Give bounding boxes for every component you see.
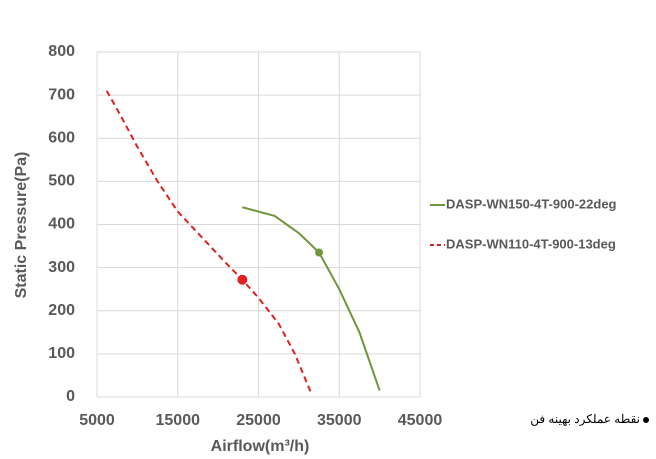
optimal-point xyxy=(315,248,324,257)
annotation: نقطه عملکرد بهینه فن xyxy=(530,412,640,426)
x-tick-label: 25000 xyxy=(236,412,281,429)
y-tick-label: 0 xyxy=(66,388,75,405)
y-axis-label: Static Pressure(Pa) xyxy=(13,152,30,299)
legend-label: DASP-WN150-4T-900-22deg xyxy=(446,196,617,211)
y-tick-label: 200 xyxy=(48,302,75,319)
optimal-point xyxy=(237,274,248,285)
legend-label: DASP-WN110-4T-900-13deg xyxy=(446,236,616,251)
y-tick-label: 800 xyxy=(48,43,75,60)
y-tick-label: 500 xyxy=(48,173,75,190)
x-tick-label: 5000 xyxy=(79,412,115,429)
y-tick-label: 600 xyxy=(48,129,75,146)
x-tick-label: 45000 xyxy=(398,412,443,429)
y-tick-label: 300 xyxy=(48,259,75,276)
y-tick-label: 100 xyxy=(48,345,75,362)
series-line xyxy=(105,90,312,394)
x-tick-label: 15000 xyxy=(156,412,201,429)
x-axis-label: Airflow(m³/h) xyxy=(211,438,310,455)
annotation-bullet xyxy=(643,417,649,423)
y-tick-label: 400 xyxy=(48,216,75,233)
y-tick-label: 700 xyxy=(48,86,75,103)
x-tick-label: 35000 xyxy=(317,412,362,429)
